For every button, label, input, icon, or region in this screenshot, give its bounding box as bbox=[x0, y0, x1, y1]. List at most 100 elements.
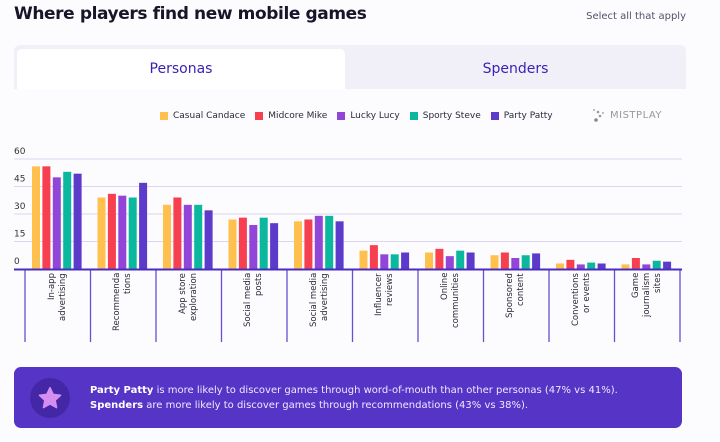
logo-text: MISTPLAY bbox=[610, 109, 663, 121]
legend-swatch bbox=[409, 112, 418, 120]
x-category-label: Online communities bbox=[418, 273, 483, 341]
bar bbox=[566, 259, 575, 269]
x-category-label: Influencer reviews bbox=[353, 273, 418, 341]
category-text: Conventions or events bbox=[570, 273, 592, 326]
x-category-label: Sponsored content bbox=[484, 273, 549, 341]
bar bbox=[490, 255, 499, 269]
legend-label: Midcore Mike bbox=[268, 111, 328, 121]
bar bbox=[466, 252, 475, 269]
bar bbox=[532, 253, 541, 269]
page-title: Where players find new mobile games bbox=[14, 4, 367, 24]
x-category-label: Game journalism sites bbox=[615, 273, 680, 341]
banner-line-2: are more likely to discover games throug… bbox=[143, 400, 529, 411]
y-tick-label: 60 bbox=[14, 147, 26, 157]
bar bbox=[173, 197, 182, 269]
tab-bar: Personas Spenders bbox=[14, 45, 686, 89]
bar bbox=[335, 221, 344, 269]
category-text: Game journalism sites bbox=[630, 273, 663, 318]
bar bbox=[107, 193, 116, 269]
bar bbox=[32, 166, 40, 269]
x-category-label: Conventions or events bbox=[549, 273, 614, 341]
bar bbox=[369, 245, 378, 269]
bar bbox=[63, 171, 72, 269]
bar bbox=[183, 204, 192, 269]
y-tick-label: 30 bbox=[14, 202, 26, 212]
bar bbox=[597, 263, 606, 269]
bar bbox=[304, 219, 313, 269]
bar bbox=[380, 254, 389, 269]
mistplay-logo: MISTPLAY bbox=[592, 108, 662, 122]
legend-label: Lucky Lucy bbox=[350, 111, 400, 121]
bar bbox=[425, 252, 433, 269]
category-text: Recommenda tions bbox=[112, 273, 133, 332]
legend-item: Party Patty bbox=[490, 111, 553, 121]
bar bbox=[652, 260, 661, 269]
bar bbox=[325, 215, 334, 269]
tab-spenders[interactable]: Spenders bbox=[482, 61, 549, 77]
bar bbox=[511, 258, 520, 269]
bar bbox=[204, 210, 213, 269]
star-icon bbox=[38, 386, 62, 409]
bar bbox=[238, 217, 247, 269]
x-category-label: Social media posts bbox=[222, 273, 287, 341]
legend: Casual Candace Midcore Mike Lucky Lucy Spor… bbox=[160, 111, 553, 121]
bar bbox=[401, 252, 410, 269]
bar bbox=[314, 215, 323, 269]
banner-text: Party Patty is more likely to discover g… bbox=[90, 383, 618, 413]
x-category-label: Social media advertising bbox=[287, 273, 352, 341]
x-category-label: In-app advertising bbox=[25, 273, 90, 341]
banner-spenders: Spenders bbox=[90, 400, 144, 411]
banner-persona: Party Patty bbox=[90, 385, 154, 396]
bar bbox=[270, 223, 279, 269]
bar bbox=[73, 173, 82, 269]
category-text: Sponsored content bbox=[505, 273, 526, 318]
category-text: Social media advertising bbox=[308, 273, 330, 328]
bar bbox=[663, 261, 672, 269]
bar bbox=[128, 197, 137, 269]
legend-label: Sporty Steve bbox=[422, 111, 481, 121]
legend-item: Midcore Mike bbox=[255, 111, 327, 121]
bar bbox=[118, 195, 127, 269]
x-category-label: Recommenda tions bbox=[91, 273, 156, 341]
legend-label: Casual Candace bbox=[173, 111, 246, 121]
bar bbox=[621, 264, 630, 269]
legend-item: Sporty Steve bbox=[409, 111, 481, 121]
bar bbox=[587, 262, 596, 269]
bar bbox=[42, 166, 51, 269]
bar bbox=[228, 219, 237, 269]
bar bbox=[359, 250, 368, 269]
legend-swatch bbox=[490, 112, 499, 120]
banner-line-1: is more likely to discover games through… bbox=[153, 385, 618, 396]
bar bbox=[194, 204, 203, 269]
tab-personas[interactable]: Personas bbox=[17, 49, 345, 89]
legend-label: Party Patty bbox=[503, 111, 553, 121]
insight-banner: Party Patty is more likely to discover g… bbox=[14, 367, 682, 428]
bar bbox=[500, 252, 509, 269]
legend-swatch bbox=[160, 112, 168, 120]
bar bbox=[456, 250, 465, 269]
legend-item: Casual Candace bbox=[160, 111, 245, 121]
legend-swatch bbox=[337, 112, 346, 120]
bar bbox=[556, 263, 564, 269]
logo-dots-icon bbox=[593, 109, 604, 122]
y-tick-label: 15 bbox=[14, 230, 25, 240]
category-text: Influencer reviews bbox=[374, 273, 395, 316]
star-badge bbox=[30, 378, 70, 418]
bar bbox=[259, 217, 268, 269]
x-category-label: App store exploration bbox=[156, 273, 221, 341]
bar bbox=[521, 255, 530, 269]
bar bbox=[97, 197, 106, 269]
category-text: App store exploration bbox=[177, 273, 199, 322]
y-tick-label: 45 bbox=[14, 175, 25, 185]
legend-swatch bbox=[255, 112, 264, 120]
instruction-note: Select all that apply bbox=[586, 11, 686, 22]
legend-item: Lucky Lucy bbox=[337, 111, 400, 121]
category-text: Social media posts bbox=[243, 273, 264, 328]
category-text: In-app advertising bbox=[46, 273, 68, 321]
bar bbox=[390, 254, 399, 269]
bar bbox=[139, 182, 148, 269]
bar bbox=[576, 264, 585, 269]
bar bbox=[445, 256, 454, 269]
bar bbox=[249, 225, 258, 269]
